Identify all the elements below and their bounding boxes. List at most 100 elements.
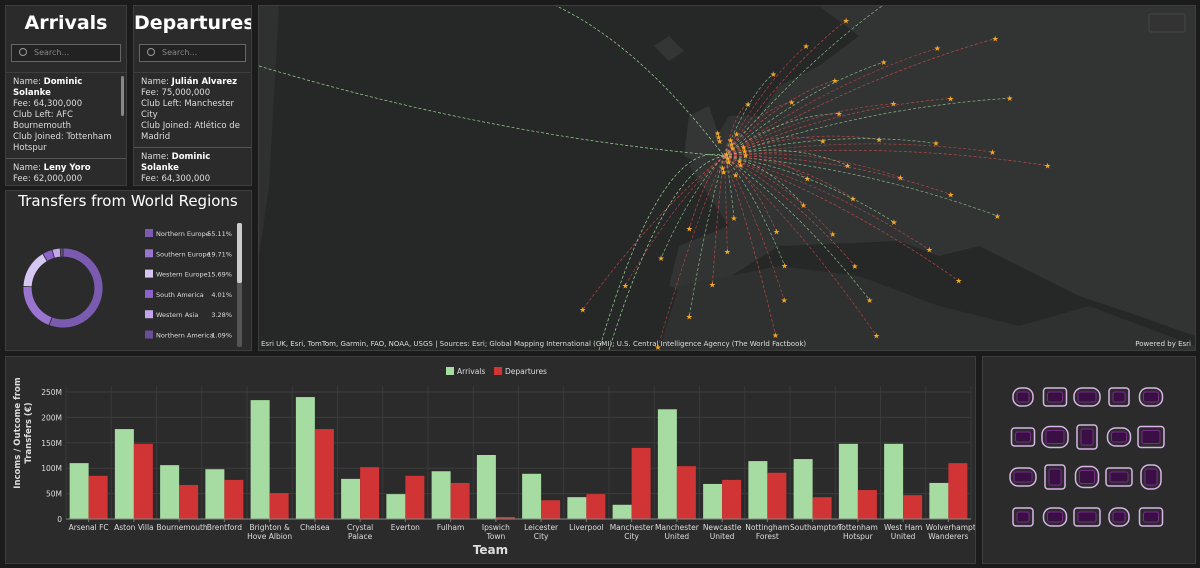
bar bbox=[631, 447, 651, 519]
bar bbox=[567, 497, 587, 519]
transfer-card[interactable]: Name: Julián Alvarez Fee: 75,000,000 Club … bbox=[134, 73, 251, 148]
x-tick-label: Southampton bbox=[790, 523, 841, 532]
arc bbox=[608, 155, 725, 350]
field-value: Manchester City bbox=[141, 99, 235, 120]
regions-panel: Transfers from World Regions Northern Eu… bbox=[5, 190, 252, 351]
arc bbox=[723, 79, 835, 157]
stadium-inner bbox=[1048, 468, 1062, 486]
x-tick-label: Fulham bbox=[436, 523, 465, 532]
donut-title: Transfers from World Regions bbox=[17, 192, 238, 210]
marker: ★ bbox=[842, 17, 849, 26]
marker: ★ bbox=[686, 225, 693, 234]
x-tick-label: Aston Villa bbox=[114, 523, 154, 532]
card-row: Fee: 62,000,000 bbox=[13, 174, 122, 185]
bar bbox=[884, 443, 904, 519]
field-value: LOSC Lille bbox=[56, 185, 98, 186]
departures-panel: Departures Search... Name: Julián Alvare… bbox=[133, 5, 252, 186]
x-tick-label: Brighton & Hove Albion bbox=[247, 523, 293, 541]
bar bbox=[793, 459, 813, 519]
bar bbox=[69, 463, 89, 519]
marker: ★ bbox=[926, 246, 933, 255]
arc bbox=[723, 38, 996, 157]
card-row: Name: Dominic Solanke bbox=[141, 152, 247, 174]
marker: ★ bbox=[740, 143, 747, 152]
card-row: Club Left: LOSC Lille bbox=[13, 185, 122, 186]
arrivals-panel: Arrivals Search... Name: Dominic Solanke… bbox=[5, 5, 127, 186]
field-label: Club Joined: bbox=[13, 132, 64, 142]
donut-segment bbox=[59, 247, 64, 258]
field-value: 62,000,000 bbox=[33, 174, 83, 184]
marker: ★ bbox=[897, 173, 904, 182]
marker: ★ bbox=[714, 129, 721, 138]
stadium-inner bbox=[1080, 428, 1094, 446]
arc bbox=[723, 155, 895, 223]
legend-label: Northern Europe bbox=[156, 230, 210, 238]
arc bbox=[723, 47, 938, 157]
marker: ★ bbox=[831, 76, 838, 85]
marker: ★ bbox=[836, 110, 843, 119]
arrivals-search[interactable]: Search... bbox=[11, 44, 121, 62]
stadium-icon bbox=[1044, 464, 1066, 490]
stadium-icon bbox=[1108, 387, 1130, 407]
legend-label: Western Asia bbox=[156, 311, 198, 319]
marker: ★ bbox=[803, 42, 810, 51]
marker: ★ bbox=[994, 212, 1001, 221]
card-row: Club Left: AFC Bournemouth bbox=[13, 110, 122, 132]
arc bbox=[660, 155, 725, 259]
arrivals-list[interactable]: Name: Dominic Solanke Fee: 64,300,000 Club… bbox=[6, 72, 126, 185]
marker: ★ bbox=[654, 343, 661, 350]
arc bbox=[723, 155, 856, 267]
bar bbox=[929, 482, 949, 519]
bar bbox=[314, 429, 334, 519]
marker: ★ bbox=[804, 175, 811, 184]
field-value: 64,300,000 bbox=[33, 99, 83, 109]
y-tick-label: 100M bbox=[41, 464, 62, 473]
arc bbox=[723, 61, 884, 157]
departures-list[interactable]: Name: Julián Alvarez Fee: 75,000,000 Club … bbox=[134, 72, 251, 185]
arc bbox=[723, 103, 749, 157]
x-tick-label: Manchester United bbox=[654, 523, 699, 541]
field-value: Leny Yoro bbox=[43, 163, 91, 173]
legend-value: 4.01% bbox=[211, 291, 232, 299]
arc bbox=[723, 155, 728, 252]
bar bbox=[160, 465, 180, 519]
marker: ★ bbox=[1044, 162, 1051, 171]
marker: ★ bbox=[724, 154, 731, 163]
marker: ★ bbox=[873, 332, 880, 341]
stadium-icon bbox=[1076, 424, 1098, 450]
x-tick-label: Chelsea bbox=[299, 523, 330, 532]
card-row: Club Left: Manchester City bbox=[141, 99, 247, 121]
map-panel: ★ ★ ★ ★ ★ ★ ★ ★ ★ ★ ★ ★ ★ ★ ★ ★ ★ ★ ★ ★ ★ ★ ★ ★ ★ ★ ★ ★ ★ ★ ★ ★ ★ ★ ★ ★ ★ ★ ★ ★… bbox=[258, 5, 1196, 351]
departures-search[interactable]: Search... bbox=[139, 44, 246, 62]
arc bbox=[723, 136, 823, 157]
arc bbox=[723, 155, 854, 199]
stadium-inner bbox=[1045, 430, 1065, 444]
bar bbox=[722, 479, 742, 519]
legend-swatch bbox=[494, 367, 502, 375]
x-tick-label: Crystal Palace bbox=[346, 523, 374, 541]
stadium-icon bbox=[1012, 387, 1034, 407]
legend-label: Departures bbox=[505, 367, 547, 376]
x-tick-label: Newcastle United bbox=[702, 523, 742, 541]
scrollbar[interactable] bbox=[237, 223, 242, 283]
marker: ★ bbox=[728, 140, 735, 149]
bar bbox=[179, 484, 199, 519]
scrollbar[interactable] bbox=[121, 76, 124, 116]
map-tools[interactable] bbox=[1148, 13, 1186, 33]
field-value: Atlético de Madrid bbox=[141, 121, 240, 142]
field-label: Name: bbox=[13, 77, 41, 87]
marker: ★ bbox=[781, 296, 788, 305]
land bbox=[259, 6, 279, 256]
y-axis-title: Incoms / Outcome from Transfers (€) bbox=[13, 377, 34, 489]
arc bbox=[723, 6, 883, 157]
bar bbox=[857, 490, 877, 519]
bar bbox=[948, 463, 968, 519]
marker: ★ bbox=[733, 130, 740, 139]
marker: ★ bbox=[709, 281, 716, 290]
donut-segment bbox=[48, 247, 104, 329]
legend-swatch bbox=[145, 269, 153, 278]
bar bbox=[495, 516, 515, 519]
